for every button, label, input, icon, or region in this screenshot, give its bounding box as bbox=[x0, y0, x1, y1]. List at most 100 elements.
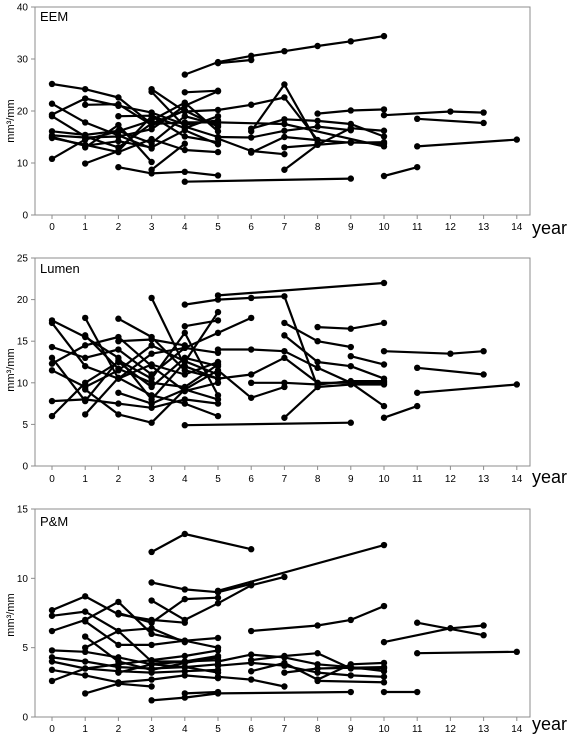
eem-data-point bbox=[281, 120, 288, 128]
pm-data-point bbox=[314, 622, 321, 629]
lumen-data-point bbox=[314, 383, 321, 391]
eem-data-point bbox=[48, 134, 56, 142]
eem-x-tick-label: 9 bbox=[348, 222, 354, 233]
eem-data-point bbox=[48, 113, 56, 120]
eem-data-point bbox=[181, 113, 188, 120]
pm-plot-frame bbox=[34, 508, 531, 718]
lumen-series-line bbox=[216, 348, 386, 408]
pm-series-line bbox=[416, 621, 485, 637]
lumen-data-point bbox=[380, 414, 388, 421]
pm-data-point bbox=[181, 586, 188, 593]
lumen-data-point bbox=[214, 346, 222, 353]
eem-data-point bbox=[181, 108, 188, 115]
eem-data-point bbox=[214, 121, 222, 129]
eem-data-point bbox=[214, 59, 222, 67]
eem-data-point bbox=[347, 175, 354, 182]
pm-x-tick-label: 0 bbox=[49, 724, 55, 735]
lumen-data-point bbox=[447, 350, 454, 357]
lumen-series-line bbox=[283, 334, 386, 380]
pm-data-point bbox=[380, 602, 388, 610]
lumen-data-point bbox=[115, 400, 122, 407]
eem-data-point bbox=[380, 32, 388, 40]
eem-series-line bbox=[183, 177, 352, 183]
pm-data-point bbox=[214, 688, 222, 696]
lumen-y-tick-label: 5 bbox=[22, 420, 28, 431]
eem-y-axis-label: mm³/mm bbox=[5, 99, 17, 142]
lumen-data-point bbox=[148, 362, 155, 370]
pm-data-point bbox=[48, 647, 56, 654]
pm-data-point bbox=[148, 697, 155, 704]
pm-y-tick-label: 15 bbox=[17, 505, 29, 516]
eem-data-point bbox=[480, 109, 487, 116]
lumen-data-point bbox=[181, 342, 188, 349]
lumen-x-tick-label: 1 bbox=[82, 474, 88, 485]
pm-y-tick-label: 10 bbox=[17, 574, 29, 585]
pm-x-tick-label: 2 bbox=[116, 724, 122, 735]
pm-data-point bbox=[347, 672, 354, 679]
lumen-data-point bbox=[48, 397, 56, 405]
lumen-data-point bbox=[82, 386, 89, 393]
lumen-x-tick-label: 14 bbox=[511, 474, 523, 485]
pm-x-tick-label: 8 bbox=[315, 724, 321, 735]
pm-data-point bbox=[380, 688, 388, 696]
lumen-data-point bbox=[214, 292, 222, 299]
lumen-data-point bbox=[214, 367, 222, 374]
eem-x-tick-label: 3 bbox=[149, 222, 155, 233]
eem-data-point bbox=[181, 168, 188, 176]
lumen-y-axis-label: mm³/mm bbox=[5, 348, 17, 391]
pm-data-point bbox=[115, 641, 122, 649]
eem-data-point bbox=[380, 133, 388, 140]
lumen-series-line bbox=[183, 421, 352, 427]
pm-data-point bbox=[82, 658, 89, 665]
eem-data-point bbox=[314, 141, 321, 148]
lumen-data-point bbox=[48, 367, 56, 374]
lumen-data-point bbox=[181, 329, 188, 337]
lumen-y-tick-label: 20 bbox=[17, 295, 29, 306]
eem-series-line bbox=[283, 127, 386, 171]
lumen-data-point bbox=[281, 319, 288, 327]
pm-y-axis-label: mm³/mm bbox=[5, 593, 17, 636]
eem-x-tick-label: 14 bbox=[511, 222, 523, 233]
pm-data-point bbox=[82, 672, 89, 679]
eem-series-line bbox=[50, 82, 386, 148]
pm-x-tick-label: 7 bbox=[282, 724, 288, 735]
lumen-data-point bbox=[380, 361, 388, 368]
pm-series-line bbox=[216, 661, 386, 678]
eem-data-point bbox=[414, 115, 421, 123]
lumen-data-point bbox=[148, 342, 155, 349]
eem-data-point bbox=[214, 135, 222, 142]
eem-data-point bbox=[380, 106, 388, 113]
pm-series-line bbox=[416, 650, 518, 655]
pm-data-point bbox=[214, 594, 222, 601]
pm-data-point bbox=[480, 622, 487, 629]
pm-data-point bbox=[214, 634, 222, 642]
eem-data-point bbox=[115, 101, 122, 108]
pm-data-point bbox=[248, 627, 255, 635]
pm-series-line bbox=[150, 532, 253, 554]
eem-data-point bbox=[314, 110, 321, 117]
pm-data-point bbox=[181, 672, 188, 679]
eem-data-point bbox=[181, 99, 188, 106]
pm-data-point bbox=[181, 652, 188, 660]
pm-data-point bbox=[148, 630, 155, 637]
pm-data-point bbox=[248, 656, 255, 664]
pm-series-line bbox=[84, 627, 186, 649]
eem-data-point bbox=[115, 137, 122, 145]
pm-data-point bbox=[148, 579, 155, 586]
eem-data-point bbox=[314, 117, 321, 125]
lumen-data-point bbox=[480, 371, 487, 378]
lumen-data-point bbox=[281, 347, 288, 355]
pm-data-point bbox=[181, 595, 188, 603]
pm-data-point bbox=[148, 641, 155, 649]
pm-series-line bbox=[216, 543, 386, 592]
lumen-data-point bbox=[248, 379, 255, 386]
pm-x-tick-label: 11 bbox=[412, 724, 423, 735]
eem-y-tick-label: 10 bbox=[17, 159, 29, 170]
pm-series-line bbox=[150, 581, 253, 594]
eem-series-line bbox=[117, 114, 220, 130]
lumen-series-line bbox=[382, 350, 485, 355]
pm-data-point bbox=[214, 662, 222, 669]
pm-data-point bbox=[414, 688, 421, 696]
lumen-series-line bbox=[50, 356, 220, 418]
pm-data-point bbox=[115, 609, 122, 617]
